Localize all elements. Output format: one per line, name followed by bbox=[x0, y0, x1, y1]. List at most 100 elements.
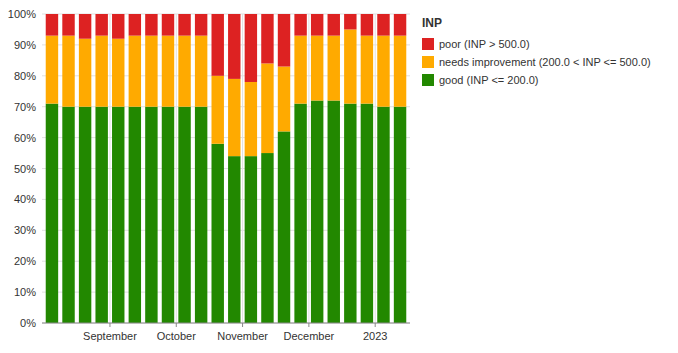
bar-segment bbox=[129, 107, 141, 323]
bar-segment bbox=[79, 107, 91, 323]
bar-segment bbox=[95, 14, 107, 36]
bar-segment bbox=[162, 107, 174, 323]
x-tick bbox=[308, 323, 309, 327]
bar-segment bbox=[95, 107, 107, 323]
y-tick-label: 50% bbox=[14, 163, 36, 175]
bar-segment bbox=[228, 156, 240, 323]
axes: 0% 10% 20% 30% 40% 50% 60% 70% 80% 90% 100% Septemb… bbox=[8, 8, 410, 342]
chart: 0% 10% 20% 30% 40% 50% 60% 70% 80% 90% 100% Septemb… bbox=[0, 0, 678, 353]
bar-segment bbox=[62, 36, 74, 107]
legend-label: needs improvement (200.0 < INP <= 500.0) bbox=[439, 56, 651, 68]
bar-segment bbox=[361, 14, 373, 36]
y-tick-label: 80% bbox=[14, 70, 36, 82]
bar-segment bbox=[311, 36, 323, 101]
bar-segment bbox=[377, 36, 389, 107]
bar-segment bbox=[162, 14, 174, 36]
y-tick-label: 90% bbox=[14, 39, 36, 51]
y-tick-label: 0% bbox=[20, 317, 36, 329]
x-tick bbox=[375, 323, 376, 327]
y-tick-label: 70% bbox=[14, 101, 36, 113]
x-tick bbox=[109, 323, 110, 327]
y-tick-label: 30% bbox=[14, 224, 36, 236]
bar-segment bbox=[178, 14, 190, 36]
bar-segment bbox=[162, 36, 174, 107]
grid bbox=[42, 14, 410, 323]
x-tick-label: September bbox=[83, 330, 137, 342]
bar-segment bbox=[294, 104, 306, 323]
bar-segment bbox=[294, 14, 306, 36]
legend-label: good (INP <= 200.0) bbox=[439, 74, 538, 86]
bar-segment bbox=[261, 153, 273, 323]
bar-segment bbox=[278, 14, 290, 67]
bar-segment bbox=[294, 36, 306, 104]
bar-segment bbox=[261, 63, 273, 153]
bar-segment bbox=[311, 101, 323, 323]
bar-segment bbox=[377, 14, 389, 36]
y-tick-label: 60% bbox=[14, 132, 36, 144]
bar-segment bbox=[79, 14, 91, 39]
bar-segment bbox=[112, 39, 124, 107]
x-tick bbox=[242, 323, 243, 327]
x-grid-line bbox=[242, 14, 243, 323]
y-grid-line bbox=[42, 323, 410, 324]
bar-segment bbox=[344, 29, 356, 103]
bar-segment bbox=[394, 36, 406, 107]
y-tick-label: 20% bbox=[14, 255, 36, 267]
bar-segment bbox=[261, 14, 273, 63]
legend-swatch bbox=[422, 38, 434, 50]
bar-segment bbox=[344, 104, 356, 323]
y-tick-label: 100% bbox=[8, 8, 36, 20]
bar-segment bbox=[129, 14, 141, 36]
x-grid-line bbox=[308, 14, 309, 323]
y-tick-label: 40% bbox=[14, 193, 36, 205]
bar-segment bbox=[228, 14, 240, 79]
bar-segment bbox=[328, 36, 340, 101]
x-tick-label: October bbox=[157, 330, 196, 342]
bar-segment bbox=[178, 36, 190, 107]
bar-segment bbox=[129, 36, 141, 107]
x-tick-label: November bbox=[217, 330, 268, 342]
bar-segment bbox=[46, 104, 58, 323]
bar-segment bbox=[62, 14, 74, 36]
bar-segment bbox=[211, 14, 223, 76]
bar-segment bbox=[195, 107, 207, 323]
legend-label: poor (INP > 500.0) bbox=[439, 38, 530, 50]
bar-segment bbox=[145, 107, 157, 323]
bar-segment bbox=[245, 14, 257, 82]
bar-segment bbox=[95, 36, 107, 107]
x-grid-line bbox=[176, 14, 177, 323]
x-tick bbox=[176, 323, 177, 327]
bar-segment bbox=[46, 36, 58, 104]
bar-segment bbox=[245, 82, 257, 156]
bar-segment bbox=[328, 101, 340, 323]
x-grid-line bbox=[375, 14, 376, 323]
y-tick-label: 10% bbox=[14, 286, 36, 298]
bar-segment bbox=[394, 14, 406, 36]
x-tick-label: 2023 bbox=[363, 330, 387, 342]
bar-segment bbox=[211, 76, 223, 144]
bar-segment bbox=[112, 107, 124, 323]
bar-segment bbox=[245, 156, 257, 323]
legend-title: INP bbox=[422, 16, 442, 30]
bar-segment bbox=[145, 36, 157, 107]
legend-swatch bbox=[422, 74, 434, 86]
bar-segment bbox=[361, 36, 373, 104]
bar-segment bbox=[377, 107, 389, 323]
bar-segment bbox=[112, 14, 124, 39]
bar-segment bbox=[228, 79, 240, 156]
bar-segment bbox=[145, 14, 157, 36]
bar-segment bbox=[278, 67, 290, 132]
bar-segment bbox=[344, 14, 356, 29]
bar-segment bbox=[328, 14, 340, 36]
legend: INP poor (INP > 500.0) needs improvement (… bbox=[422, 16, 651, 86]
bar-segment bbox=[311, 14, 323, 36]
x-grid-line bbox=[109, 14, 110, 323]
bar-segment bbox=[195, 36, 207, 107]
bar-segment bbox=[211, 144, 223, 323]
x-axis-line bbox=[42, 323, 410, 324]
legend-swatch bbox=[422, 56, 434, 68]
bar-segment bbox=[361, 104, 373, 323]
bar-segment bbox=[278, 131, 290, 323]
bar-segment bbox=[178, 107, 190, 323]
x-tick-label: December bbox=[284, 330, 335, 342]
